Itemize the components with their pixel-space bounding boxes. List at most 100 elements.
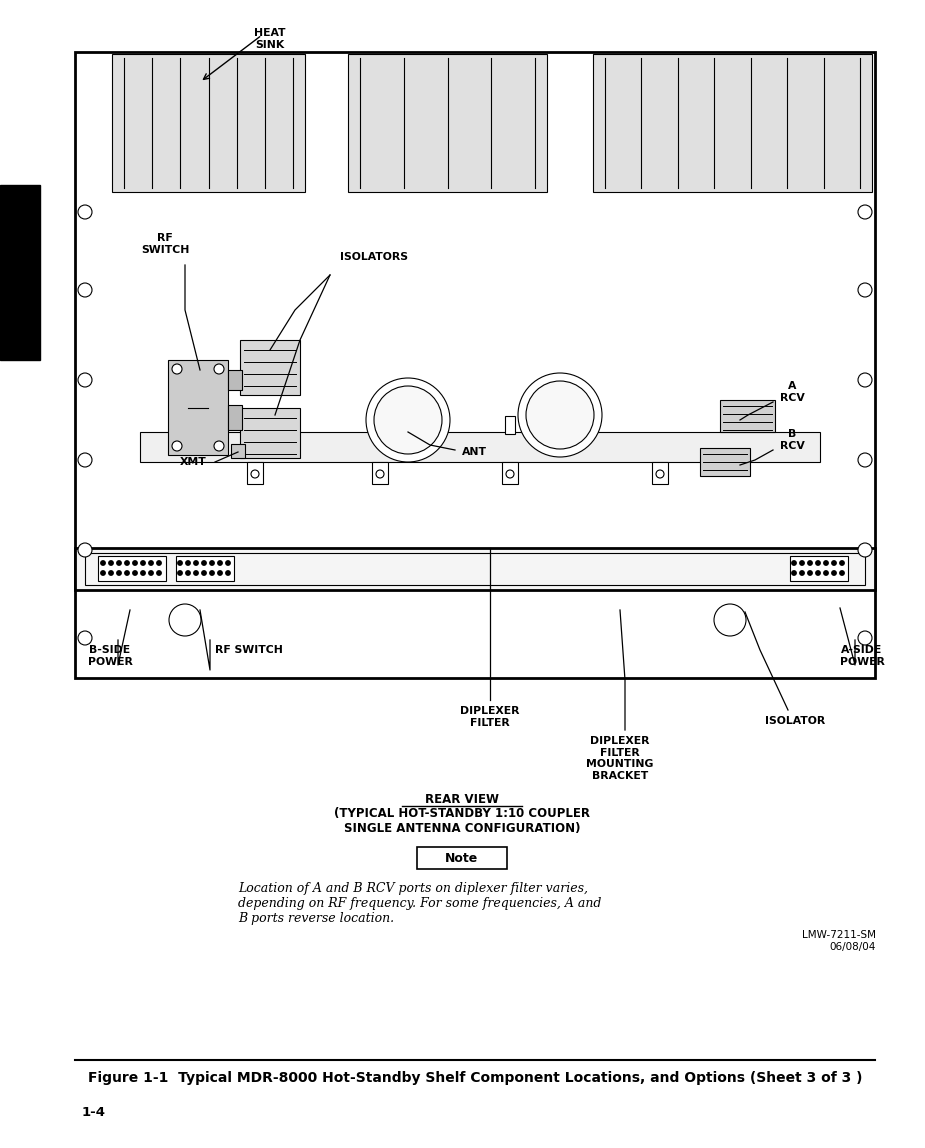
Circle shape bbox=[858, 373, 872, 387]
Circle shape bbox=[78, 205, 92, 219]
Bar bbox=[168, 360, 228, 455]
Circle shape bbox=[714, 604, 746, 636]
Circle shape bbox=[141, 571, 145, 575]
Text: Location of A and B RCV ports on diplexer filter varies,
depending on RF frequen: Location of A and B RCV ports on diplexe… bbox=[238, 882, 601, 925]
Text: XMT: XMT bbox=[180, 457, 207, 467]
Text: B-SIDE
POWER: B-SIDE POWER bbox=[88, 645, 132, 667]
Circle shape bbox=[226, 561, 230, 565]
Circle shape bbox=[214, 441, 224, 451]
Circle shape bbox=[214, 364, 224, 374]
Circle shape bbox=[217, 571, 222, 575]
Circle shape bbox=[78, 284, 92, 297]
Circle shape bbox=[157, 561, 161, 565]
Bar bbox=[228, 405, 242, 430]
Text: A
RCV: A RCV bbox=[780, 381, 805, 403]
Bar bbox=[348, 54, 547, 192]
Text: ISOLATOR: ISOLATOR bbox=[765, 716, 825, 726]
Bar bbox=[720, 400, 775, 432]
Text: B
RCV: B RCV bbox=[780, 429, 805, 451]
Bar bbox=[140, 432, 820, 461]
Text: ANT: ANT bbox=[462, 447, 487, 457]
Bar bbox=[112, 54, 305, 192]
Circle shape bbox=[149, 561, 154, 565]
Circle shape bbox=[506, 470, 514, 478]
Circle shape bbox=[117, 571, 121, 575]
Text: RF
SWITCH: RF SWITCH bbox=[141, 233, 190, 255]
Bar bbox=[502, 461, 518, 484]
Circle shape bbox=[210, 571, 215, 575]
Circle shape bbox=[832, 571, 836, 575]
Circle shape bbox=[202, 561, 206, 565]
Circle shape bbox=[840, 571, 845, 575]
Circle shape bbox=[376, 470, 384, 478]
Circle shape bbox=[141, 561, 145, 565]
Bar bbox=[700, 448, 750, 476]
Text: DIPLEXER
FILTER: DIPLEXER FILTER bbox=[461, 706, 520, 728]
Bar bbox=[790, 556, 848, 581]
Bar bbox=[505, 416, 515, 434]
Circle shape bbox=[101, 561, 105, 565]
Bar bbox=[417, 847, 507, 869]
Polygon shape bbox=[0, 185, 40, 360]
Text: Figure 1-1  Typical MDR-8000 Hot-Standby Shelf Component Locations, and Options : Figure 1-1 Typical MDR-8000 Hot-Standby … bbox=[88, 1071, 862, 1085]
Circle shape bbox=[149, 571, 154, 575]
Text: ISOLATORS: ISOLATORS bbox=[340, 253, 408, 262]
Circle shape bbox=[858, 543, 872, 557]
Circle shape bbox=[816, 561, 820, 565]
Circle shape bbox=[824, 561, 828, 565]
Bar bbox=[176, 556, 234, 581]
Circle shape bbox=[101, 571, 105, 575]
Circle shape bbox=[194, 571, 198, 575]
Circle shape bbox=[858, 453, 872, 467]
Circle shape bbox=[78, 631, 92, 645]
Circle shape bbox=[169, 604, 201, 636]
Circle shape bbox=[78, 453, 92, 467]
Circle shape bbox=[366, 378, 450, 461]
Circle shape bbox=[202, 571, 206, 575]
Circle shape bbox=[133, 561, 137, 565]
Bar bbox=[250, 416, 260, 434]
Bar bbox=[75, 548, 875, 590]
Text: 1-4: 1-4 bbox=[82, 1106, 106, 1118]
Bar bbox=[75, 52, 875, 678]
Circle shape bbox=[125, 561, 130, 565]
Bar bbox=[652, 461, 668, 484]
Circle shape bbox=[186, 561, 191, 565]
Circle shape bbox=[172, 441, 182, 451]
Circle shape bbox=[109, 561, 113, 565]
Circle shape bbox=[374, 386, 442, 453]
Circle shape bbox=[178, 561, 182, 565]
Circle shape bbox=[226, 571, 230, 575]
Circle shape bbox=[78, 543, 92, 557]
Circle shape bbox=[109, 571, 113, 575]
Bar bbox=[228, 370, 242, 390]
Circle shape bbox=[194, 561, 198, 565]
Bar bbox=[231, 444, 245, 458]
Circle shape bbox=[210, 561, 215, 565]
Circle shape bbox=[78, 373, 92, 387]
Circle shape bbox=[858, 205, 872, 219]
Circle shape bbox=[217, 561, 222, 565]
Circle shape bbox=[792, 561, 796, 565]
Bar bbox=[240, 340, 300, 395]
Circle shape bbox=[858, 284, 872, 297]
Circle shape bbox=[816, 571, 820, 575]
Text: (TYPICAL HOT-STANDBY 1:10 COUPLER: (TYPICAL HOT-STANDBY 1:10 COUPLER bbox=[334, 807, 590, 820]
Circle shape bbox=[251, 470, 259, 478]
Circle shape bbox=[178, 571, 182, 575]
Text: Note: Note bbox=[445, 852, 478, 864]
Text: LMW-7211-SM
06/08/04: LMW-7211-SM 06/08/04 bbox=[802, 930, 876, 952]
Circle shape bbox=[824, 571, 828, 575]
Circle shape bbox=[518, 373, 602, 457]
Bar bbox=[372, 461, 388, 484]
Circle shape bbox=[526, 381, 594, 449]
Bar bbox=[98, 556, 166, 581]
Bar bbox=[247, 461, 263, 484]
Bar bbox=[85, 553, 865, 585]
Text: REAR VIEW: REAR VIEW bbox=[425, 793, 499, 806]
Text: DIPLEXER
FILTER
MOUNTING
BRACKET: DIPLEXER FILTER MOUNTING BRACKET bbox=[586, 736, 654, 781]
Circle shape bbox=[858, 631, 872, 645]
Circle shape bbox=[125, 571, 130, 575]
Bar bbox=[240, 408, 300, 458]
Circle shape bbox=[172, 364, 182, 374]
